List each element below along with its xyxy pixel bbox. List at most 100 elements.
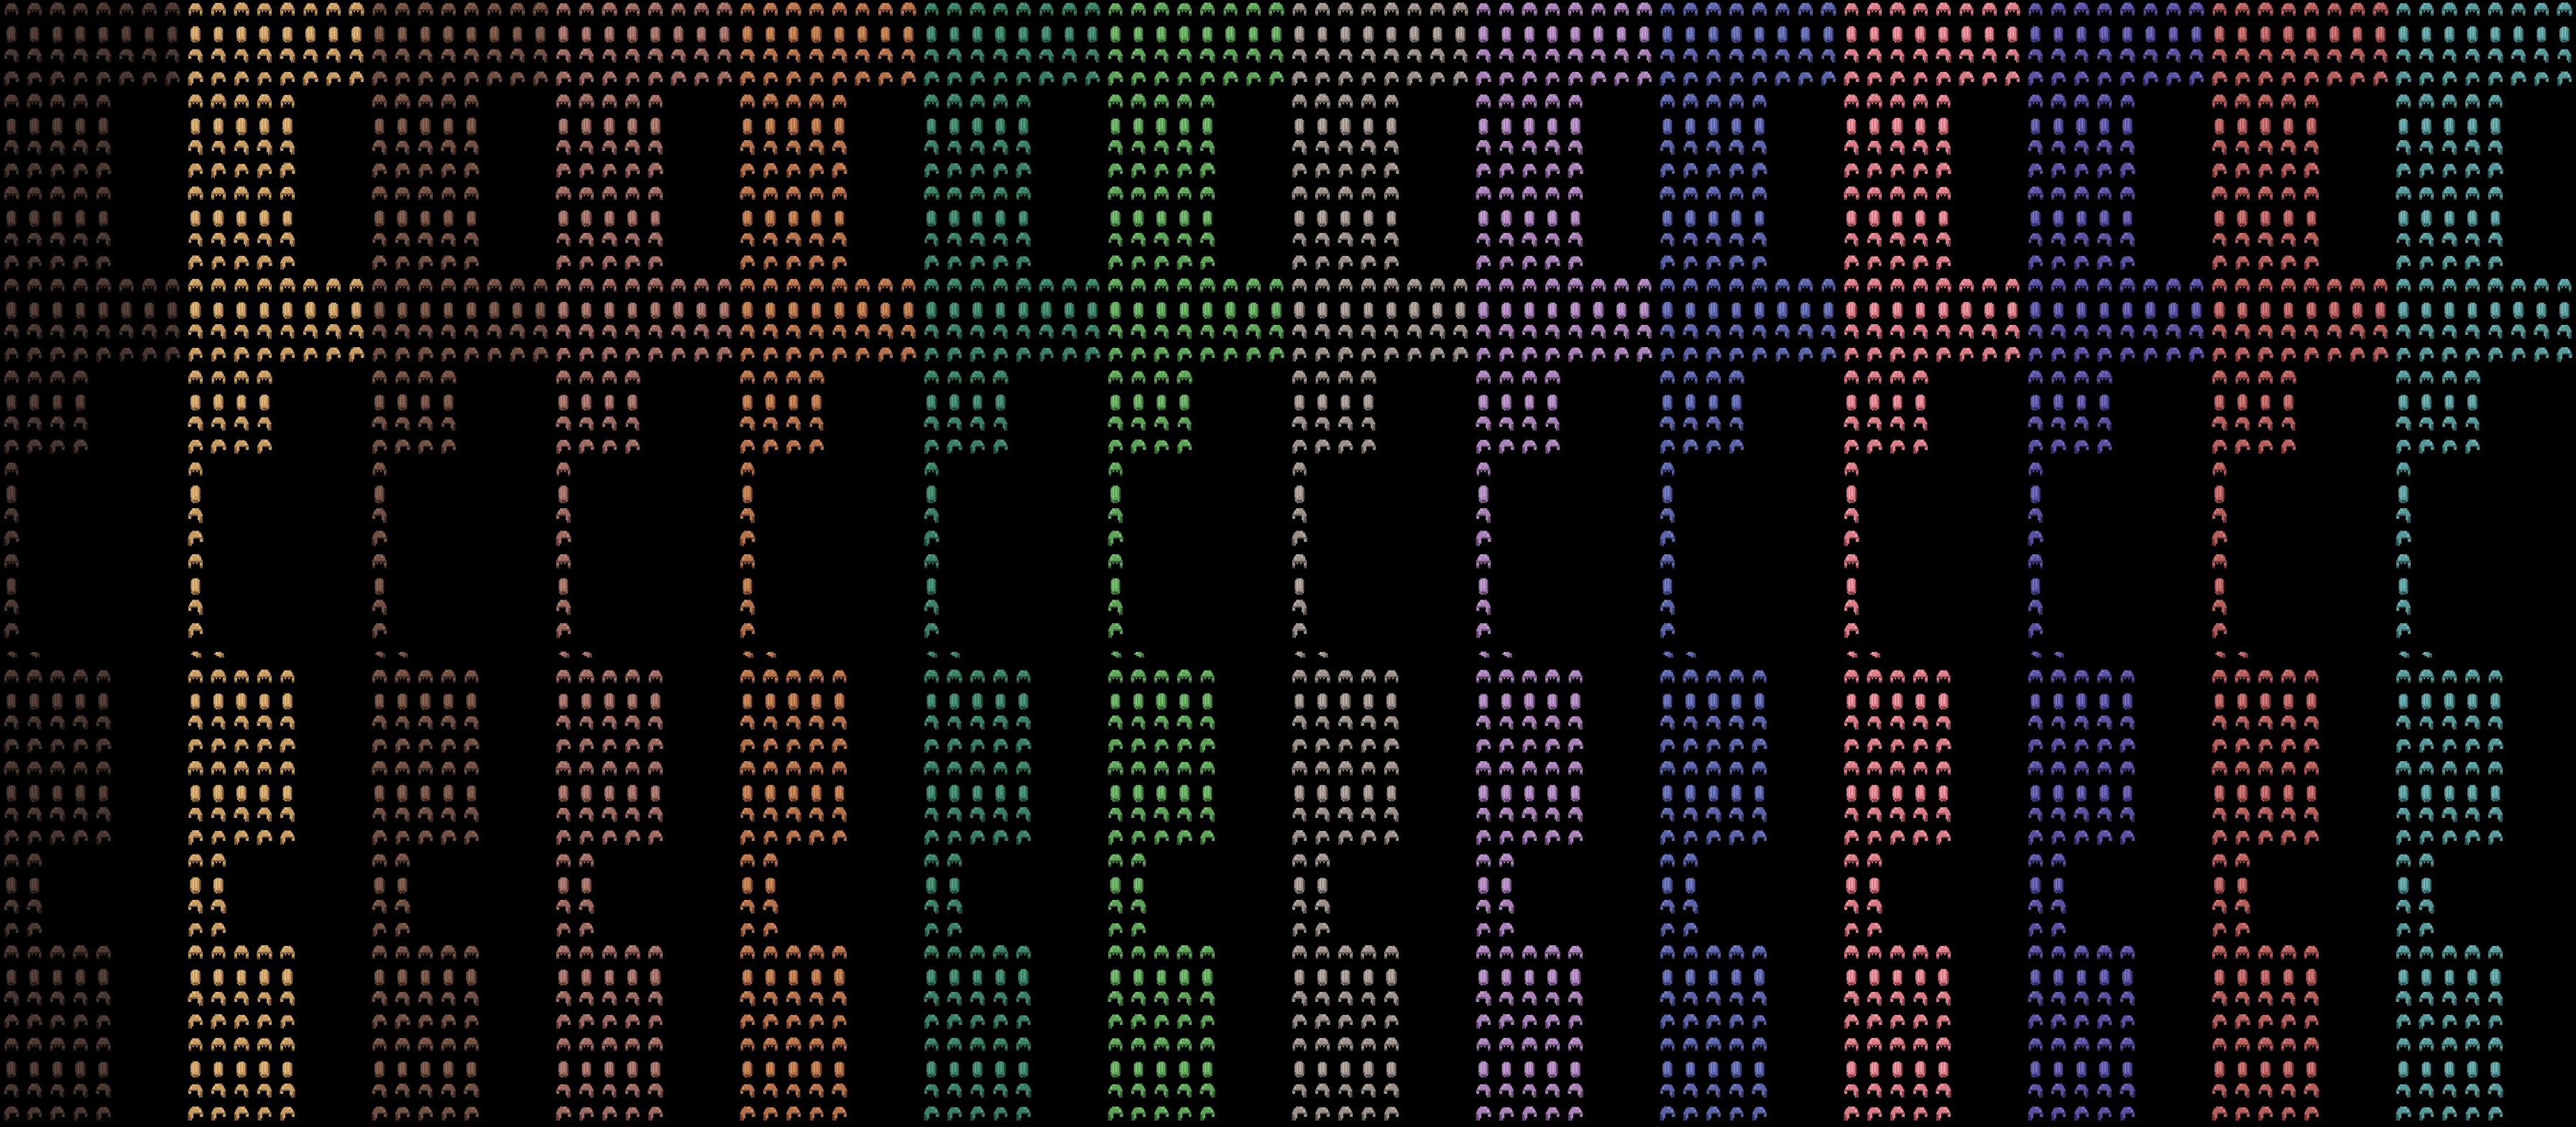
hair-sprite-front: [1863, 1035, 1886, 1058]
hair-sprite-back: [1541, 207, 1564, 230]
hair-sprite-back: [736, 391, 759, 414]
hair-sprite-side-left: [1564, 161, 1587, 184]
hair-sprite-side-right: [1656, 598, 1679, 621]
hair-sprite-back: [1196, 1058, 1219, 1081]
hair-sprite-side-right: [0, 46, 23, 69]
hair-sprite-side-right: [2461, 138, 2484, 161]
hair-sprite-back: [0, 874, 23, 897]
hair-sprite-front: [1932, 943, 1955, 966]
hair-sprite-back: [2024, 690, 2047, 713]
hair-sprite-front: [230, 0, 253, 23]
hair-sprite-front: [460, 184, 483, 207]
hair-sprite-back: [1886, 207, 1909, 230]
hair-sprite-back: [1357, 299, 1380, 322]
hair-sprite-side-left: [1449, 345, 1472, 368]
hair-sprite-side-right: [1725, 1081, 1748, 1104]
hair-sprite-side-left: [644, 253, 667, 276]
hair-sprite-side-right: [1357, 230, 1380, 253]
hair-sprite-side-left: [759, 828, 782, 851]
hair-sprite-back: [1104, 115, 1127, 138]
hair-sprite-side-right: [552, 805, 575, 828]
hair-sprite-accessory: [1311, 644, 1334, 667]
hair-sprite-side-left: [414, 736, 437, 759]
hair-sprite-back: [2415, 782, 2438, 805]
hair-sprite-side-left: [1334, 161, 1357, 184]
hair-sprite-back: [1978, 299, 2001, 322]
hair-sprite-side-left: [1357, 828, 1380, 851]
hair-sprite-side-left: [1334, 1012, 1357, 1035]
hair-sprite-back: [1357, 23, 1380, 46]
hair-sprite-front: [1311, 1035, 1334, 1058]
hair-sprite-front: [1702, 184, 1725, 207]
hair-sprite-side-left: [138, 69, 161, 92]
hair-sprite-back: [1679, 391, 1702, 414]
hair-sprite-side-right: [1518, 414, 1541, 437]
hair-sprite-back: [253, 690, 276, 713]
hair-sprite-front: [92, 92, 115, 115]
hair-sprite-side-left: [1081, 69, 1104, 92]
hair-sprite-side-right: [2070, 322, 2093, 345]
hair-sprite-side-left: [920, 529, 943, 552]
hair-sprite-back: [1955, 299, 1978, 322]
hair-sprite-front: [1840, 368, 1863, 391]
hair-sprite-front: [1679, 759, 1702, 782]
hair-sprite-front: [1104, 92, 1127, 115]
hair-sprite-side-left: [1288, 253, 1311, 276]
hair-sprite-back: [299, 23, 322, 46]
hair-sprite-front: [1173, 1035, 1196, 1058]
hair-sprite-side-right: [184, 414, 207, 437]
hair-sprite-back: [1886, 391, 1909, 414]
hair-sprite-side-left: [1702, 1104, 1725, 1127]
hair-sprite-front: [1472, 759, 1495, 782]
hair-sprite-back: [0, 782, 23, 805]
hair-sprite-front: [2208, 943, 2231, 966]
hair-sprite-back: [1679, 782, 1702, 805]
hair-sprite-side-left: [2392, 920, 2415, 943]
hair-sprite-back: [1863, 207, 1886, 230]
hair-sprite-side-right: [1334, 989, 1357, 1012]
hair-sprite-front: [1150, 1035, 1173, 1058]
hair-sprite-front: [1702, 368, 1725, 391]
hair-sprite-back: [2392, 115, 2415, 138]
hair-sprite-side-right: [851, 322, 874, 345]
hair-sprite-accessory: [759, 644, 782, 667]
hair-sprite-front: [1748, 1035, 1771, 1058]
hair-sprite-front: [1748, 92, 1771, 115]
hair-sprite-side-left: [1058, 69, 1081, 92]
hair-sprite-front: [2116, 92, 2139, 115]
hair-sprite-side-left: [2208, 1012, 2231, 1035]
hair-sprite-side-left: [1127, 345, 1150, 368]
hair-sprite-side-left: [2116, 1104, 2139, 1127]
hair-sprite-front: [2047, 667, 2070, 690]
hair-sprite-side-left: [1012, 736, 1035, 759]
hair-sprite-front: [437, 368, 460, 391]
hair-sprite-back: [1656, 1058, 1679, 1081]
hair-sprite-side-right: [230, 1081, 253, 1104]
hair-sprite-back: [322, 23, 345, 46]
hair-sprite-side-left: [736, 1104, 759, 1127]
hair-sprite-back: [2392, 483, 2415, 506]
hair-sprite-back: [69, 207, 92, 230]
hair-sprite-front: [1495, 0, 1518, 23]
hair-sprite-side-right: [2484, 46, 2507, 69]
hair-sprite-front: [621, 368, 644, 391]
hair-sprite-side-left: [966, 1012, 989, 1035]
hair-sprite-back: [2231, 782, 2254, 805]
hair-sprite-front: [0, 368, 23, 391]
hair-sprite-back: [253, 115, 276, 138]
hair-sprite-back: [1840, 483, 1863, 506]
hair-sprite-side-left: [1449, 69, 1472, 92]
hair-sprite-side-right: [2392, 138, 2415, 161]
hair-sprite-front: [1012, 92, 1035, 115]
hair-sprite-front: [644, 667, 667, 690]
hair-sprite-front: [0, 1035, 23, 1058]
color-group-blonde: [184, 0, 368, 1127]
hair-sprite-front: [2392, 368, 2415, 391]
hair-sprite-back: [1334, 782, 1357, 805]
hair-sprite-side-left: [2116, 161, 2139, 184]
hair-sprite-front: [1288, 0, 1311, 23]
hair-sprite-front: [1886, 184, 1909, 207]
hair-sprite-side-left: [1104, 529, 1127, 552]
hair-sprite-side-right: [1679, 414, 1702, 437]
hair-sprite-front: [414, 368, 437, 391]
